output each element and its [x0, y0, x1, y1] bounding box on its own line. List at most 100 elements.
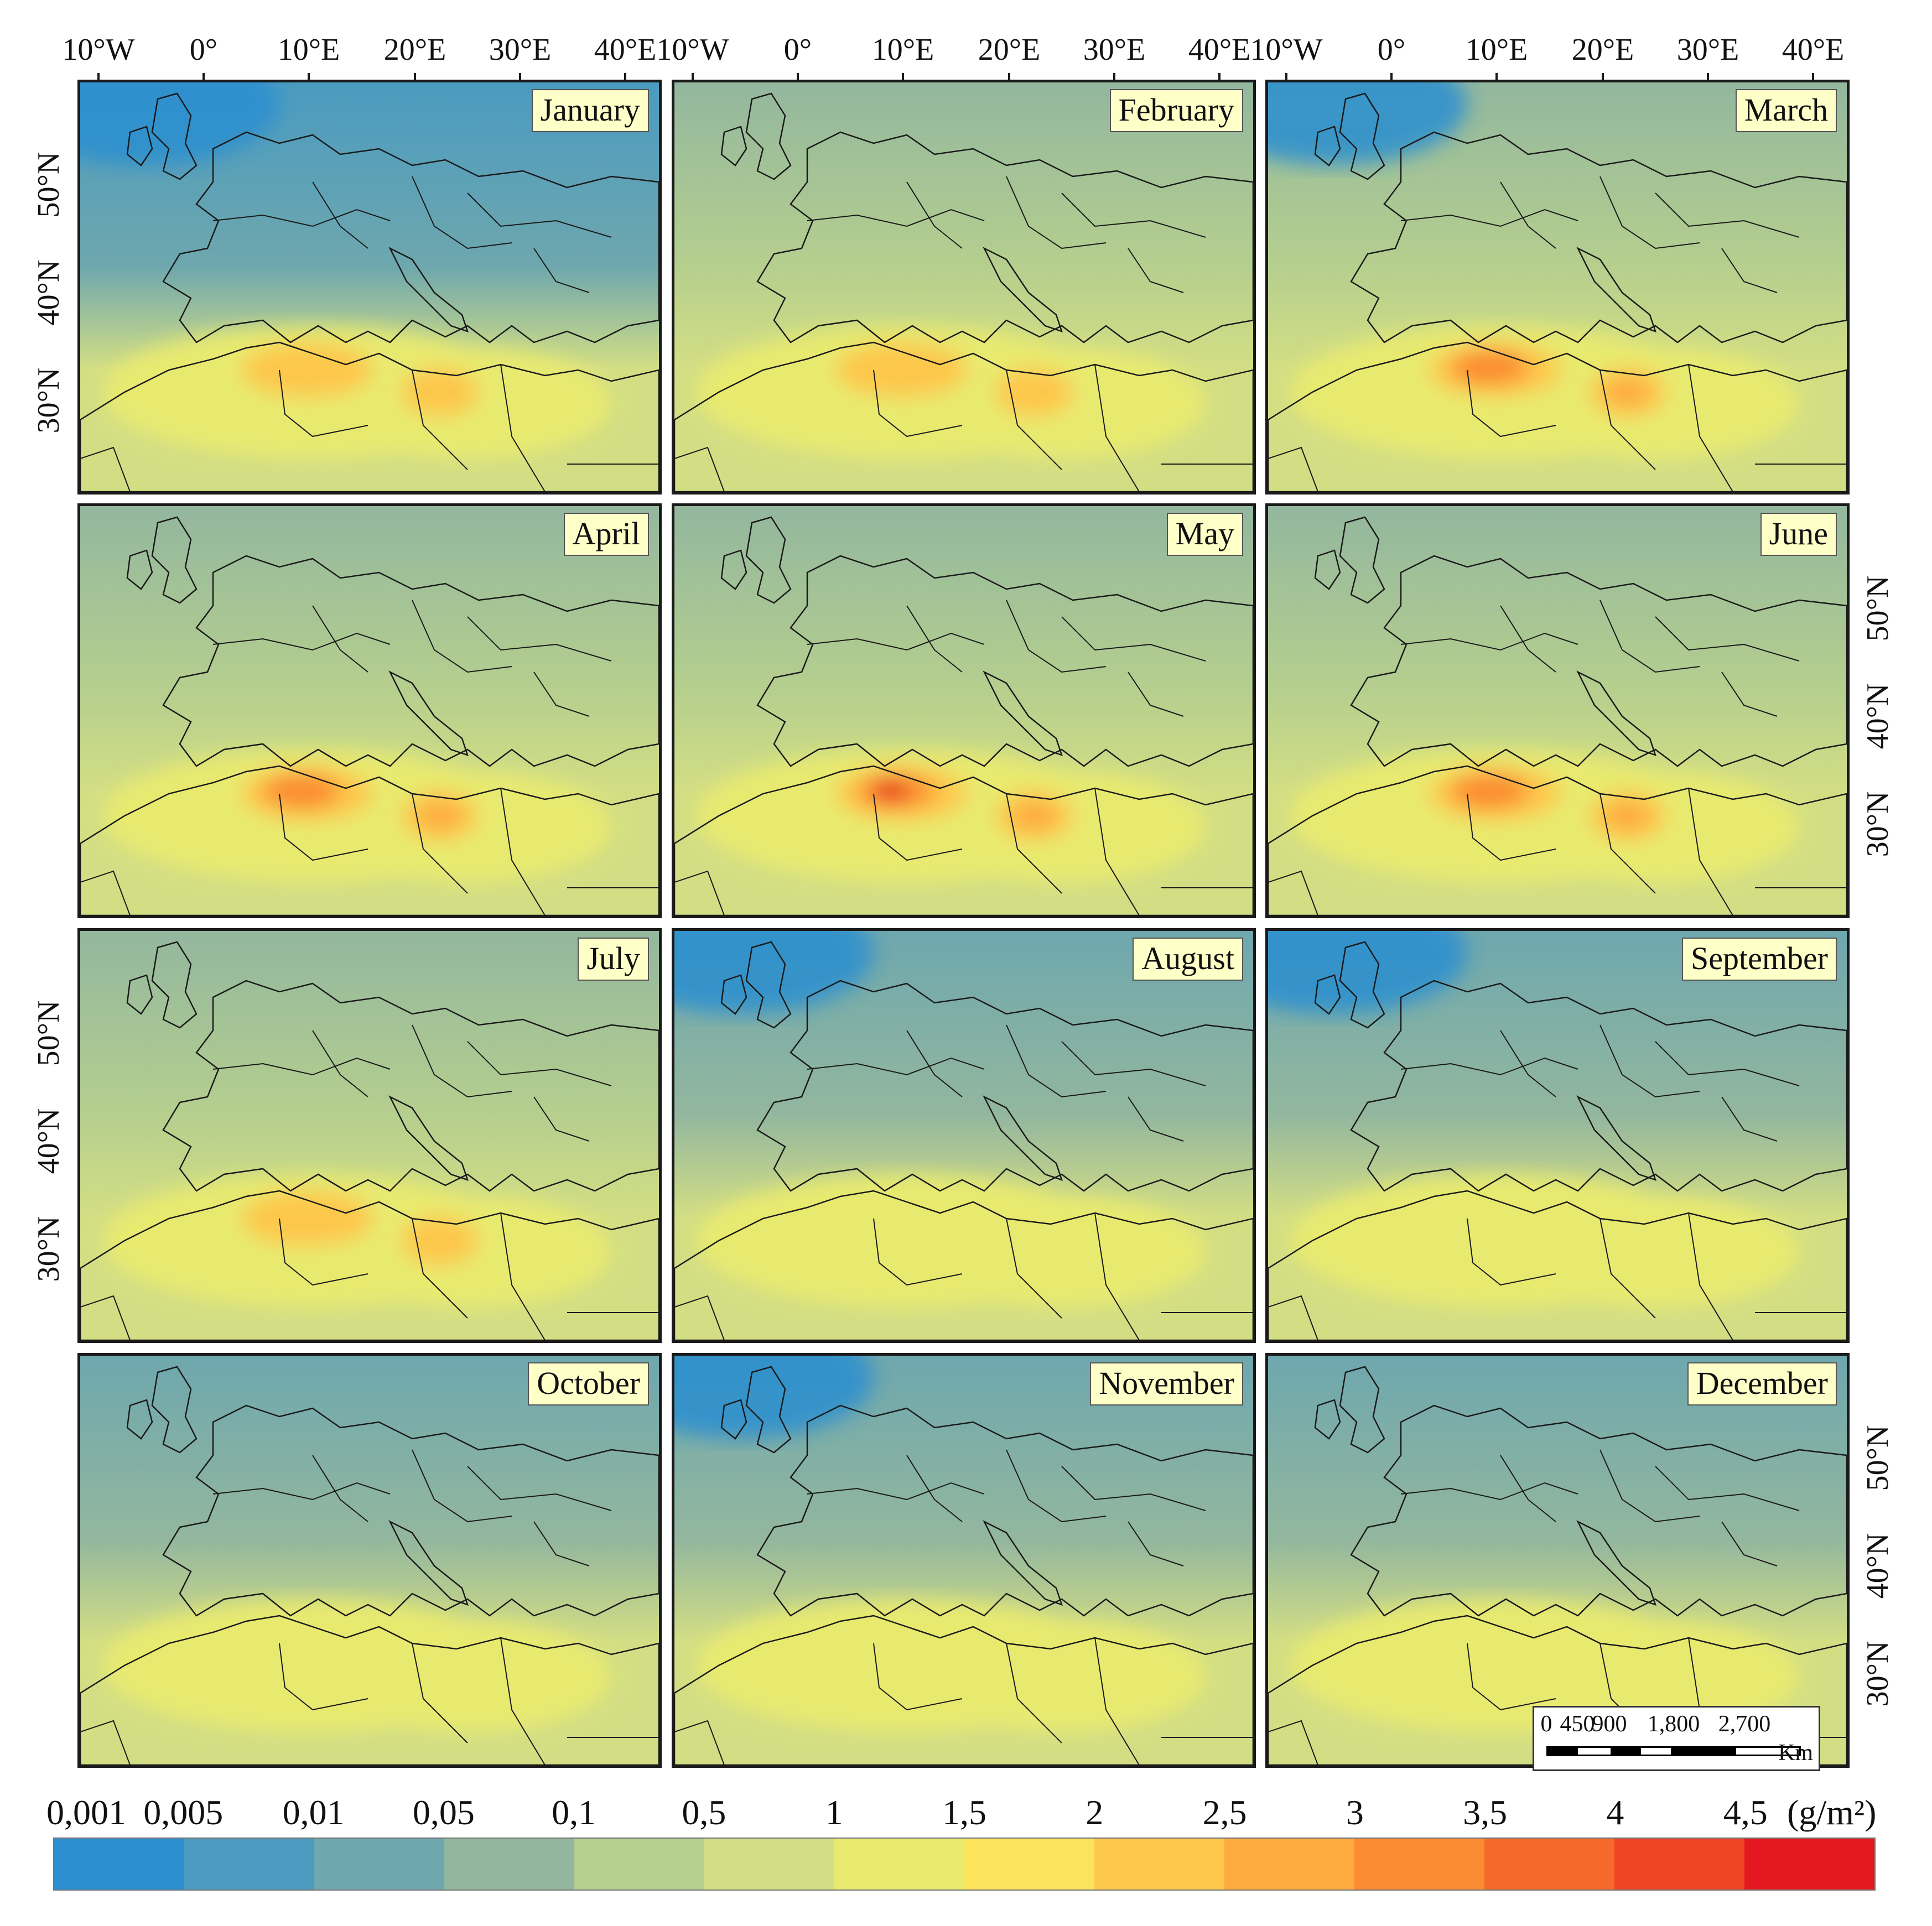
lon-tick-label: 40°E: [1188, 33, 1251, 67]
country-border: [1006, 176, 1107, 249]
legend-swatch: [1354, 1839, 1484, 1889]
country-border: [500, 1212, 546, 1340]
low-concentration-area: [674, 931, 874, 1014]
dust-field-map: [674, 931, 1253, 1340]
country-border: [80, 870, 131, 915]
month-label: September: [1681, 938, 1837, 981]
month-label: October: [528, 1362, 649, 1406]
legend-label: 0,01: [282, 1793, 345, 1832]
legend-label: 0,1: [552, 1793, 596, 1832]
country-border: [412, 793, 468, 894]
dust-hotspot: [419, 801, 461, 830]
dust-hotspot: [401, 367, 479, 417]
coastline: [1339, 516, 1385, 604]
dust-hotspot: [241, 342, 373, 398]
coastline: [126, 974, 153, 1015]
country-border: [467, 192, 612, 238]
country-border: [674, 870, 725, 915]
country-border: [1128, 672, 1184, 717]
lat-tick-label: 40°N: [32, 259, 66, 326]
coastline: [1339, 92, 1385, 180]
country-border: [1268, 870, 1318, 915]
country-border: [1599, 1449, 1700, 1523]
coastline: [745, 1366, 792, 1454]
map-panel-april: April: [77, 503, 662, 918]
country-border: [500, 1637, 546, 1765]
coastline: [745, 92, 792, 180]
lon-tick-mark: [1707, 73, 1709, 81]
country-border: [1467, 793, 1556, 861]
coastline: [983, 1095, 1063, 1181]
country-border: [807, 1482, 985, 1501]
lon-tick-label: 0°: [189, 33, 218, 67]
country-border: [533, 248, 590, 293]
legend-swatch: [1744, 1839, 1874, 1889]
map-panel-may: May: [672, 503, 1256, 918]
country-border: [1721, 672, 1778, 717]
lon-tick-label: 10°W: [62, 33, 135, 67]
coastline: [1339, 941, 1385, 1029]
dust-hotspot: [1451, 350, 1528, 385]
country-border: [533, 1096, 590, 1142]
dust-hotspot: [1451, 773, 1528, 809]
coastline: [983, 670, 1063, 756]
lon-tick-label: 10°E: [1465, 33, 1528, 67]
country-border: [80, 1295, 131, 1340]
lat-tick-label: 30°N: [32, 1216, 66, 1282]
legend-swatch: [1224, 1839, 1354, 1889]
lon-tick-label: 10°W: [1250, 33, 1323, 67]
country-border: [412, 1643, 468, 1743]
lon-tick-mark: [1218, 73, 1221, 81]
coastline: [1314, 126, 1341, 166]
country-border: [279, 1643, 368, 1711]
country-border: [279, 1218, 368, 1286]
coastline: [151, 516, 198, 604]
dust-hotspot: [875, 781, 906, 801]
dust-hotspot: [918, 1621, 1206, 1732]
coastline: [126, 549, 153, 590]
country-border: [1500, 1455, 1556, 1522]
dust-field-map: [1268, 1356, 1847, 1765]
country-border: [1094, 1212, 1140, 1340]
coastline: [126, 1399, 153, 1440]
lon-tick-label: 30°E: [489, 33, 552, 67]
dust-field-map: [80, 931, 659, 1340]
coastline: [756, 980, 1253, 1192]
coastline: [162, 555, 659, 767]
country-border: [1599, 369, 1656, 470]
country-border: [674, 446, 725, 492]
lat-tick-label: 50°N: [32, 1000, 66, 1066]
country-border: [1061, 616, 1206, 662]
country-border: [906, 605, 963, 673]
dust-field-map: [80, 506, 659, 915]
dust-hotspot: [1512, 1621, 1799, 1732]
coastline: [1314, 1399, 1341, 1440]
lat-tick-label: 50°N: [1861, 1425, 1895, 1491]
coastline: [151, 941, 198, 1029]
country-border: [312, 1455, 368, 1522]
month-label: March: [1735, 89, 1837, 132]
country-border: [1688, 364, 1733, 492]
country-border: [312, 181, 368, 249]
dust-hotspot: [401, 1216, 479, 1266]
lon-tick-mark: [97, 73, 100, 81]
legend-label: 2,5: [1202, 1793, 1247, 1832]
country-border: [1655, 616, 1800, 662]
month-label: November: [1090, 1362, 1243, 1406]
country-border: [1006, 793, 1062, 894]
map-panel-october: October: [77, 1353, 662, 1768]
dust-field-map: [1268, 931, 1847, 1340]
dust-field-map: [674, 82, 1253, 492]
lon-tick-label: 40°E: [594, 33, 657, 67]
lon-tick-label: 20°E: [978, 33, 1041, 67]
country-border: [312, 1030, 368, 1097]
coastline: [1350, 1404, 1847, 1617]
low-concentration-area: [674, 1356, 874, 1439]
country-border: [1721, 1096, 1778, 1142]
lon-tick-label: 10°W: [656, 33, 729, 67]
lon-tick-mark: [624, 73, 626, 81]
coastline: [745, 516, 792, 604]
legend-swatch: [184, 1839, 314, 1889]
lat-tick-label: 30°N: [32, 367, 66, 434]
country-border: [1268, 446, 1318, 492]
